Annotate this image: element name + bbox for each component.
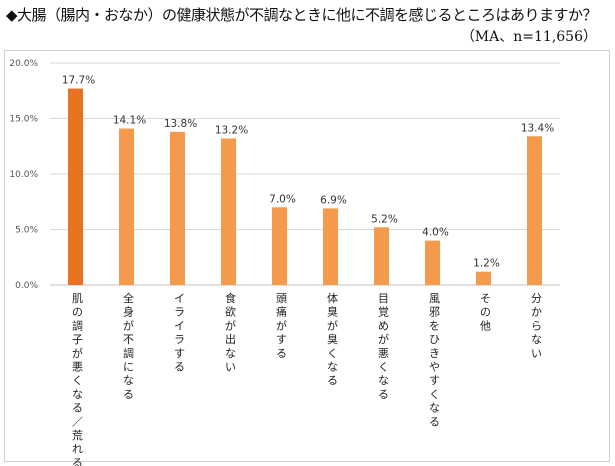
bar bbox=[323, 208, 338, 285]
bar bbox=[527, 136, 542, 285]
category-label: その他 bbox=[480, 292, 491, 332]
data-label: 7.0% bbox=[269, 193, 296, 205]
chart-title: ◆大腸（腸内・おなか）の健康状態が不調なときに他に不調を感じるところはありますか… bbox=[6, 6, 598, 24]
y-tick-label: 10.0% bbox=[9, 170, 38, 180]
category-label: 目覚めが悪くなる bbox=[378, 292, 389, 401]
category-label: 頭痛がする bbox=[276, 292, 287, 360]
category-label: 体臭が臭くなる bbox=[327, 291, 338, 387]
bar bbox=[476, 271, 491, 285]
category-label: イライラする bbox=[174, 292, 185, 374]
category-label: 風邪をひきやすくなる bbox=[429, 292, 440, 428]
data-label: 14.1% bbox=[113, 114, 146, 126]
y-tick-label: 5.0% bbox=[15, 226, 38, 236]
bar bbox=[68, 88, 83, 285]
data-label: 17.7% bbox=[62, 75, 95, 87]
y-tick-label: 0.0% bbox=[15, 281, 38, 291]
category-label: 肌の調子が悪くなる／荒れる bbox=[72, 292, 83, 466]
chart-frame bbox=[4, 50, 610, 462]
data-label: 13.2% bbox=[215, 124, 248, 136]
bar bbox=[221, 138, 236, 285]
category-label: 食欲が出ない bbox=[225, 291, 236, 374]
bar bbox=[272, 207, 287, 285]
data-label: 6.9% bbox=[320, 194, 347, 206]
bar bbox=[374, 227, 389, 285]
bar bbox=[170, 131, 185, 285]
data-label: 1.2% bbox=[473, 258, 500, 270]
data-label: 13.8% bbox=[164, 118, 197, 130]
data-label: 5.2% bbox=[371, 213, 398, 225]
chart-subtitle: （MA、n=11,656） bbox=[460, 29, 597, 45]
y-tick-label: 20.0% bbox=[9, 59, 38, 69]
bar bbox=[425, 240, 440, 285]
bar bbox=[119, 128, 134, 285]
y-tick-label: 15.0% bbox=[9, 115, 38, 125]
data-label: 13.4% bbox=[521, 122, 554, 134]
data-label: 4.0% bbox=[422, 227, 449, 239]
category-label: 全身が不調になる bbox=[123, 291, 134, 401]
category-label: 分からない bbox=[531, 292, 542, 360]
